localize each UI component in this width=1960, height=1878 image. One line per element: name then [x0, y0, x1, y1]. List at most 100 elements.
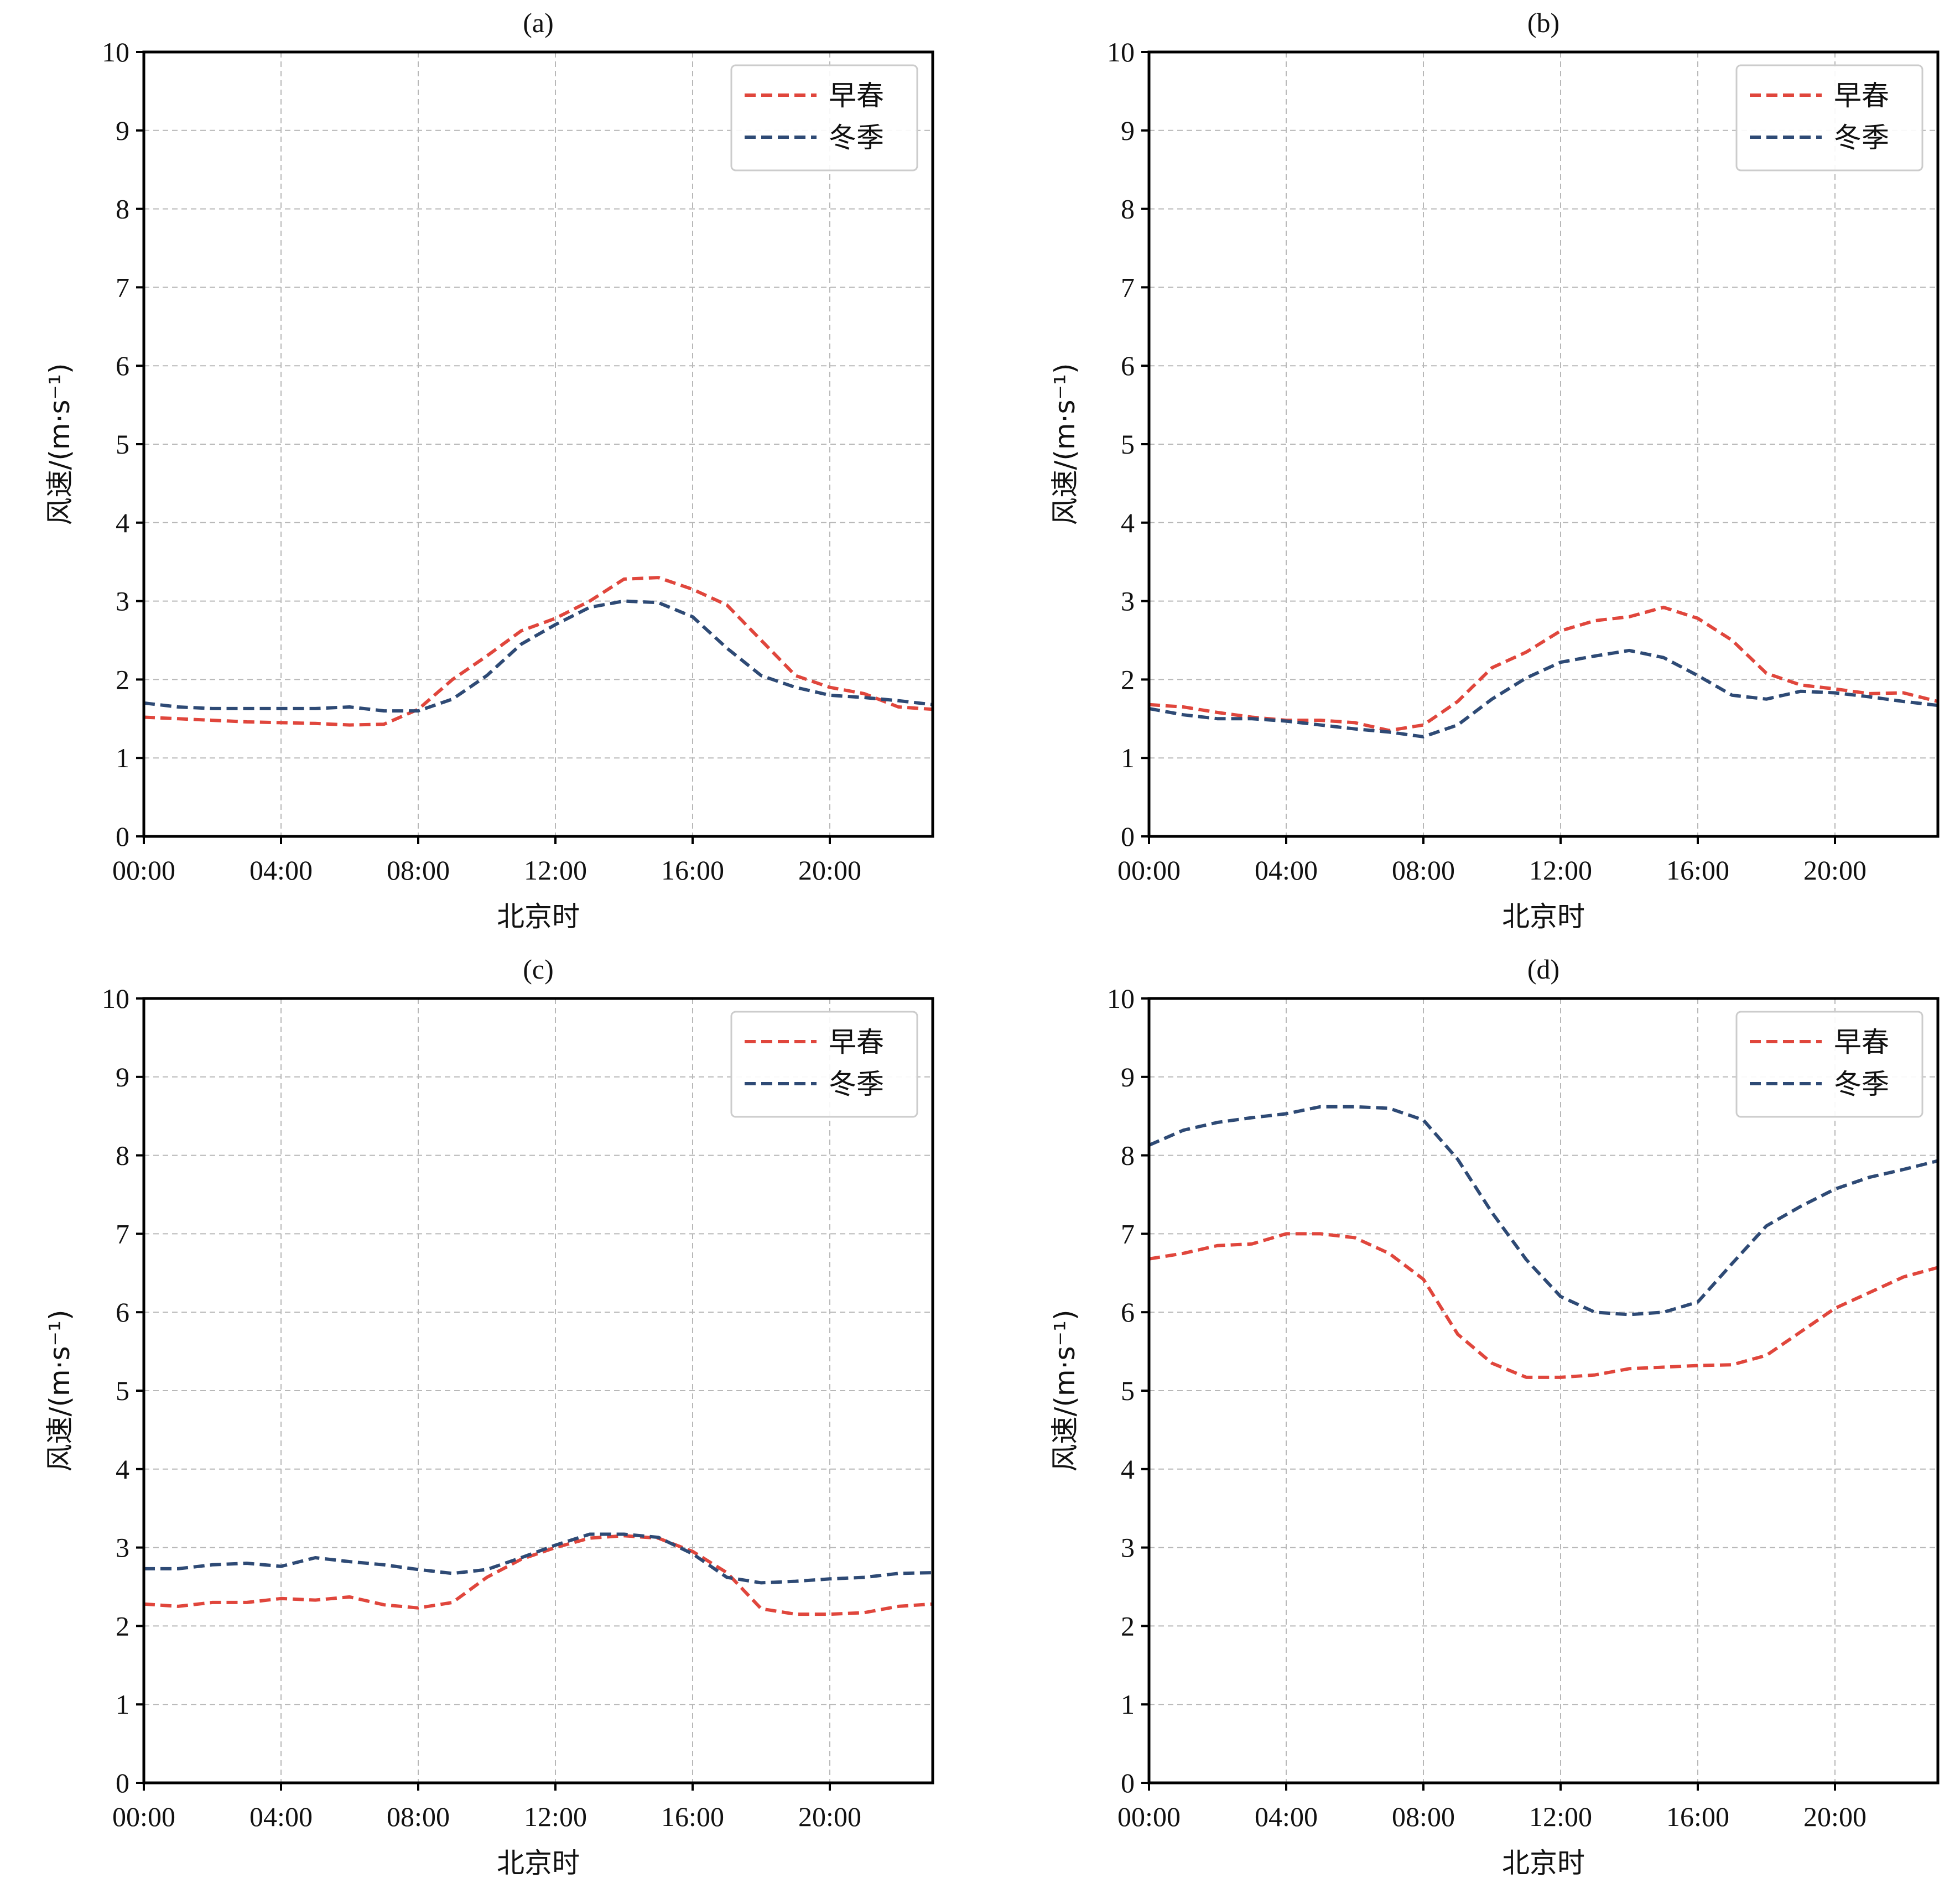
y-tick-label: 4 — [1121, 507, 1135, 538]
legend-label: 早春 — [1834, 80, 1889, 112]
y-tick-label: 10 — [1107, 37, 1135, 67]
y-axis-label: 风速/(m·s⁻¹) — [44, 363, 76, 526]
y-tick-label: 8 — [116, 1140, 129, 1171]
y-tick-label: 9 — [1121, 1062, 1135, 1093]
x-tick-label: 00:00 — [1117, 855, 1181, 886]
y-tick-label: 0 — [1121, 1767, 1135, 1798]
y-tick-label: 2 — [116, 1610, 129, 1641]
x-tick-label: 04:00 — [249, 855, 313, 886]
x-tick-label: 04:00 — [249, 1801, 313, 1832]
panel-title: (b) — [1527, 7, 1559, 38]
panel-d: (d) 0 1 2 3 4 5 6 7 8 9 10 00:00 04:00 08:00 12:00 16:00… — [1049, 954, 1940, 1878]
y-tick-label: 0 — [1121, 821, 1135, 852]
y-tick-label: 2 — [116, 664, 129, 695]
gridlines — [144, 998, 933, 1783]
legend-box — [730, 64, 918, 171]
y-axis-label: 风速/(m·s⁻¹) — [1049, 1310, 1081, 1472]
legend-label: 早春 — [829, 80, 884, 112]
series-line-winter — [144, 1532, 933, 1585]
panel-b: (b) 0 1 2 3 4 5 6 7 8 9 10 00:00 04:00 08:00 12:00 16:00… — [1049, 7, 1940, 933]
x-tick-label: 12:00 — [1529, 1801, 1592, 1832]
y-tick-label: 8 — [1121, 194, 1135, 225]
y-tick-label: 5 — [1121, 1375, 1135, 1406]
y-tick-label: 3 — [1121, 1532, 1135, 1563]
y-tick-label: 10 — [102, 983, 129, 1014]
series-line-early-spring — [143, 576, 933, 727]
y-tick-label: 6 — [116, 1297, 129, 1328]
x-tick-label: 12:00 — [1529, 855, 1592, 886]
legend-box — [1735, 1011, 1923, 1118]
legend-label: 冬季 — [1834, 1068, 1889, 1100]
legend-box — [730, 1011, 918, 1118]
y-tick-label: 9 — [116, 115, 129, 146]
y-tick-label: 3 — [116, 586, 129, 617]
panel-title: (c) — [523, 954, 554, 985]
x-tick-label: 04:00 — [1255, 1801, 1318, 1832]
x-tick-label: 16:00 — [1666, 855, 1729, 886]
gridlines — [1149, 998, 1938, 1783]
y-tick-label: 4 — [116, 1454, 129, 1485]
legend-label: 冬季 — [829, 1068, 884, 1100]
x-tick-label: 00:00 — [1117, 1801, 1181, 1832]
x-tick-label: 20:00 — [1803, 855, 1867, 886]
x-tick-label: 16:00 — [661, 855, 724, 886]
x-axis-label: 北京时 — [1502, 1847, 1585, 1878]
x-tick-label: 04:00 — [1255, 855, 1318, 886]
gridlines — [1149, 52, 1938, 836]
panel-c: (c) 0 1 2 3 4 5 6 7 8 9 10 00:00 04:00 08:00 12:00 16:00… — [44, 954, 934, 1878]
y-tick-label: 8 — [116, 194, 129, 225]
y-tick-label: 1 — [116, 1689, 129, 1720]
x-tick-label: 08:00 — [387, 855, 450, 886]
legend-label: 早春 — [1834, 1026, 1889, 1058]
legend-box — [1735, 64, 1923, 171]
x-tick-label: 08:00 — [1392, 855, 1455, 886]
legend-label: 冬季 — [829, 122, 884, 154]
y-tick-label: 4 — [1121, 1454, 1135, 1485]
y-tick-label: 0 — [116, 821, 129, 852]
gridlines — [144, 52, 933, 836]
y-tick-label: 9 — [1121, 115, 1135, 146]
y-tick-label: 5 — [116, 1375, 129, 1406]
y-tick-label: 6 — [116, 350, 129, 381]
y-tick-label: 10 — [102, 37, 129, 67]
y-tick-label: 1 — [1121, 1689, 1135, 1720]
x-tick-label: 00:00 — [112, 855, 175, 886]
x-tick-label: 12:00 — [524, 1801, 587, 1832]
series-line-early-spring — [1148, 1232, 1938, 1379]
y-tick-label: 3 — [1121, 586, 1135, 617]
series-line-winter — [1148, 648, 1938, 738]
panel-title: (d) — [1527, 954, 1559, 985]
legend-label: 冬季 — [1834, 122, 1889, 154]
y-tick-label: 2 — [1121, 1610, 1135, 1641]
y-tick-label: 5 — [116, 429, 129, 460]
y-tick-label: 6 — [1121, 1297, 1135, 1328]
y-tick-label: 7 — [1121, 272, 1135, 303]
y-axis-label: 风速/(m·s⁻¹) — [44, 1310, 76, 1472]
x-tick-label: 08:00 — [387, 1801, 450, 1832]
y-tick-label: 9 — [116, 1062, 129, 1093]
y-tick-label: 2 — [1121, 664, 1135, 695]
panel-title: (a) — [523, 7, 554, 38]
series-line-winter — [1148, 1105, 1938, 1317]
y-tick-label: 0 — [116, 1767, 129, 1798]
x-axis-label: 北京时 — [497, 1847, 580, 1878]
y-tick-label: 1 — [1121, 742, 1135, 773]
x-tick-label: 20:00 — [1803, 1801, 1867, 1832]
x-axis-label: 北京时 — [497, 901, 580, 933]
y-axis-label: 风速/(m·s⁻¹) — [1049, 363, 1081, 526]
y-tick-label: 1 — [116, 742, 129, 773]
y-tick-label: 5 — [1121, 429, 1135, 460]
y-tick-label: 3 — [116, 1532, 129, 1563]
y-tick-label: 7 — [116, 272, 129, 303]
series-line-early-spring — [1148, 605, 1938, 732]
x-tick-label: 08:00 — [1392, 1801, 1455, 1832]
legend-label: 早春 — [829, 1026, 884, 1058]
y-tick-label: 7 — [1121, 1218, 1135, 1249]
x-tick-label: 20:00 — [798, 855, 861, 886]
y-tick-label: 7 — [116, 1218, 129, 1249]
x-tick-label: 12:00 — [524, 855, 587, 886]
